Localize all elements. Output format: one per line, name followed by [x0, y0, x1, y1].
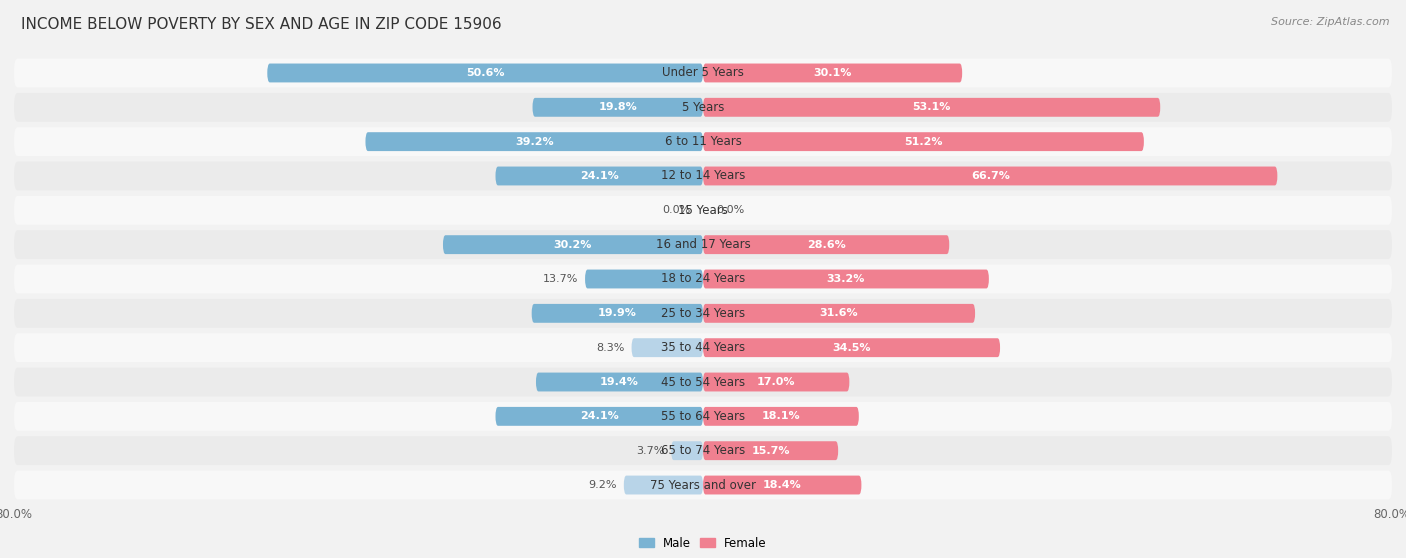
- FancyBboxPatch shape: [624, 475, 703, 494]
- FancyBboxPatch shape: [703, 132, 1144, 151]
- FancyBboxPatch shape: [531, 304, 703, 323]
- FancyBboxPatch shape: [703, 407, 859, 426]
- Text: 30.1%: 30.1%: [814, 68, 852, 78]
- Text: 50.6%: 50.6%: [465, 68, 505, 78]
- Text: 19.8%: 19.8%: [599, 102, 637, 112]
- Text: 31.6%: 31.6%: [820, 309, 859, 318]
- FancyBboxPatch shape: [14, 333, 1392, 362]
- Text: Source: ZipAtlas.com: Source: ZipAtlas.com: [1271, 17, 1389, 27]
- Text: 34.5%: 34.5%: [832, 343, 870, 353]
- FancyBboxPatch shape: [631, 338, 703, 357]
- FancyBboxPatch shape: [14, 59, 1392, 88]
- FancyBboxPatch shape: [703, 98, 1160, 117]
- Text: 65 to 74 Years: 65 to 74 Years: [661, 444, 745, 457]
- FancyBboxPatch shape: [14, 470, 1392, 499]
- Text: 24.1%: 24.1%: [579, 171, 619, 181]
- Text: 28.6%: 28.6%: [807, 240, 845, 249]
- FancyBboxPatch shape: [14, 93, 1392, 122]
- Text: 45 to 54 Years: 45 to 54 Years: [661, 376, 745, 388]
- FancyBboxPatch shape: [703, 64, 962, 83]
- Text: 12 to 14 Years: 12 to 14 Years: [661, 170, 745, 182]
- FancyBboxPatch shape: [14, 402, 1392, 431]
- FancyBboxPatch shape: [703, 270, 988, 288]
- FancyBboxPatch shape: [671, 441, 703, 460]
- FancyBboxPatch shape: [703, 235, 949, 254]
- Text: 53.1%: 53.1%: [912, 102, 950, 112]
- Text: 18.4%: 18.4%: [763, 480, 801, 490]
- FancyBboxPatch shape: [703, 338, 1000, 357]
- Text: 19.4%: 19.4%: [600, 377, 638, 387]
- Text: 66.7%: 66.7%: [970, 171, 1010, 181]
- FancyBboxPatch shape: [14, 162, 1392, 190]
- Text: 6 to 11 Years: 6 to 11 Years: [665, 135, 741, 148]
- FancyBboxPatch shape: [585, 270, 703, 288]
- Text: 0.0%: 0.0%: [662, 205, 690, 215]
- Text: 35 to 44 Years: 35 to 44 Years: [661, 341, 745, 354]
- FancyBboxPatch shape: [443, 235, 703, 254]
- FancyBboxPatch shape: [14, 127, 1392, 156]
- Text: 0.0%: 0.0%: [716, 205, 744, 215]
- FancyBboxPatch shape: [14, 436, 1392, 465]
- FancyBboxPatch shape: [703, 441, 838, 460]
- Text: 15.7%: 15.7%: [751, 446, 790, 456]
- Text: Under 5 Years: Under 5 Years: [662, 66, 744, 79]
- Text: 39.2%: 39.2%: [515, 137, 554, 147]
- Text: 30.2%: 30.2%: [554, 240, 592, 249]
- Text: 18 to 24 Years: 18 to 24 Years: [661, 272, 745, 286]
- FancyBboxPatch shape: [366, 132, 703, 151]
- FancyBboxPatch shape: [703, 475, 862, 494]
- Text: 75 Years and over: 75 Years and over: [650, 479, 756, 492]
- Text: 3.7%: 3.7%: [636, 446, 664, 456]
- Legend: Male, Female: Male, Female: [634, 532, 772, 554]
- Text: 33.2%: 33.2%: [827, 274, 865, 284]
- Text: 25 to 34 Years: 25 to 34 Years: [661, 307, 745, 320]
- Text: 18.1%: 18.1%: [762, 411, 800, 421]
- Text: INCOME BELOW POVERTY BY SEX AND AGE IN ZIP CODE 15906: INCOME BELOW POVERTY BY SEX AND AGE IN Z…: [21, 17, 502, 32]
- FancyBboxPatch shape: [495, 407, 703, 426]
- FancyBboxPatch shape: [14, 264, 1392, 294]
- FancyBboxPatch shape: [703, 304, 976, 323]
- Text: 8.3%: 8.3%: [596, 343, 624, 353]
- Text: 55 to 64 Years: 55 to 64 Years: [661, 410, 745, 423]
- FancyBboxPatch shape: [495, 166, 703, 185]
- Text: 51.2%: 51.2%: [904, 137, 942, 147]
- FancyBboxPatch shape: [703, 373, 849, 392]
- Text: 16 and 17 Years: 16 and 17 Years: [655, 238, 751, 251]
- Text: 24.1%: 24.1%: [579, 411, 619, 421]
- FancyBboxPatch shape: [533, 98, 703, 117]
- Text: 15 Years: 15 Years: [678, 204, 728, 217]
- Text: 13.7%: 13.7%: [543, 274, 578, 284]
- Text: 5 Years: 5 Years: [682, 101, 724, 114]
- FancyBboxPatch shape: [14, 368, 1392, 396]
- FancyBboxPatch shape: [14, 299, 1392, 328]
- FancyBboxPatch shape: [703, 166, 1278, 185]
- FancyBboxPatch shape: [267, 64, 703, 83]
- Text: 17.0%: 17.0%: [756, 377, 796, 387]
- FancyBboxPatch shape: [14, 196, 1392, 225]
- FancyBboxPatch shape: [536, 373, 703, 392]
- Text: 9.2%: 9.2%: [588, 480, 617, 490]
- Text: 19.9%: 19.9%: [598, 309, 637, 318]
- FancyBboxPatch shape: [14, 230, 1392, 259]
